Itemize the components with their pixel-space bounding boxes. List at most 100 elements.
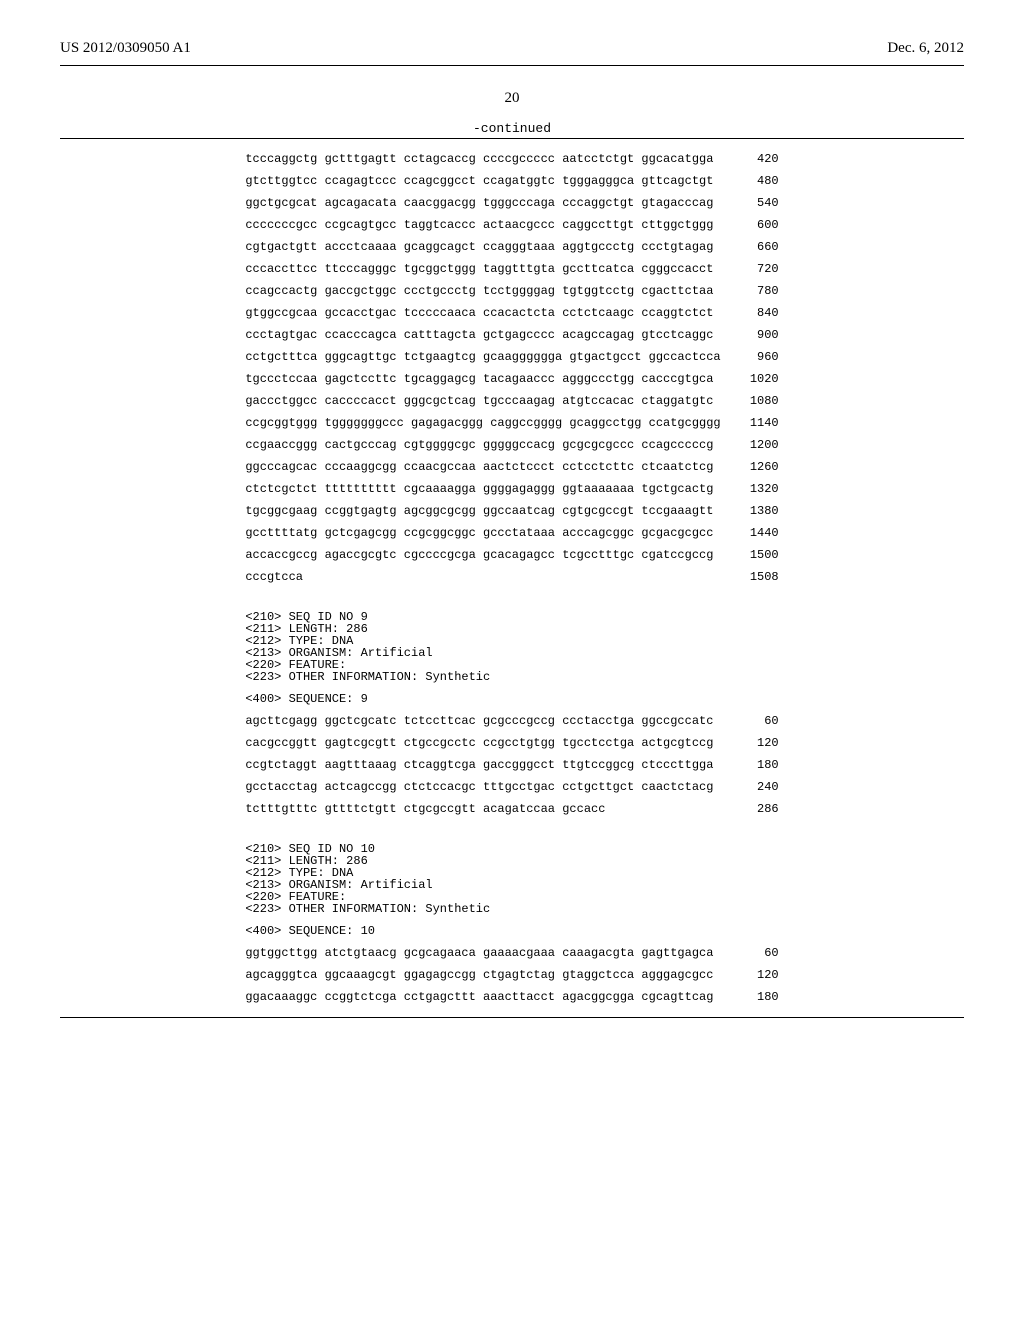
sequence-row: ccgaaccggg cactgcccag cgtggggcgc gggggcc…	[245, 439, 778, 451]
sequence-text: ccctagtgac ccacccagca catttagcta gctgagc…	[245, 329, 720, 341]
meta-line: <223> OTHER INFORMATION: Synthetic	[245, 903, 778, 915]
sequence-text: agcagggtca ggcaaagcgt ggagagccgg ctgagtc…	[245, 969, 720, 981]
page-header: US 2012/0309050 A1 Dec. 6, 2012	[60, 40, 964, 57]
sequence-row: tgccctccaa gagctccttc tgcaggagcg tacagaa…	[245, 373, 778, 385]
sequence-position: 1508	[721, 571, 779, 583]
sequence-row: ggctgcgcat agcagacata caacggacgg tgggccc…	[245, 197, 778, 209]
sequence-text: ggcccagcac cccaaggcgg ccaacgccaa aactctc…	[245, 461, 720, 473]
meta-line: <223> OTHER INFORMATION: Synthetic	[245, 671, 778, 683]
sequence-position: 540	[721, 197, 779, 209]
sequence-text: tctttgtttc gttttctgtt ctgcgccgtt acagatc…	[245, 803, 720, 815]
meta-line: <400> SEQUENCE: 10	[245, 925, 778, 937]
sequence-text: tcccaggctg gctttgagtt cctagcaccg ccccgcc…	[245, 153, 720, 165]
sequence-text: cccccccgcc ccgcagtgcc taggtcaccc actaacg…	[245, 219, 720, 231]
sequence-row: ctctcgctct tttttttttt cgcaaaagga ggggaga…	[245, 483, 778, 495]
sequence-text: ggacaaaggc ccggtctcga cctgagcttt aaactta…	[245, 991, 720, 1003]
sequence-row: cccaccttcc ttcccagggc tgcggctggg taggttt…	[245, 263, 778, 275]
sequence-text: gccttttatg gctcgagcgg ccgcggcggc gccctat…	[245, 527, 720, 539]
meta-text: <400> SEQUENCE: 9	[245, 693, 778, 705]
sequence-position: 480	[721, 175, 779, 187]
sequence-text: gaccctggcc caccccacct gggcgctcag tgcccaa…	[245, 395, 720, 407]
sequence-row: ggcccagcac cccaaggcgg ccaacgccaa aactctc…	[245, 461, 778, 473]
sequence-row: ggacaaaggc ccggtctcga cctgagcttt aaactta…	[245, 991, 778, 1003]
sequence-text: tgcggcgaag ccggtgagtg agcggcgcgg ggccaat…	[245, 505, 720, 517]
sequence-text: cccaccttcc ttcccagggc tgcggctggg taggttt…	[245, 263, 720, 275]
sequence-row: accaccgccg agaccgcgtc cgccccgcga gcacaga…	[245, 549, 778, 561]
sequence-row: gtggccgcaa gccacctgac tcccccaaca ccacact…	[245, 307, 778, 319]
sequence-text: ccgaaccggg cactgcccag cgtggggcgc gggggcc…	[245, 439, 720, 451]
sequence-row: gccttttatg gctcgagcgg ccgcggcggc gccctat…	[245, 527, 778, 539]
sequence-row: ccagccactg gaccgctggc ccctgccctg tcctggg…	[245, 285, 778, 297]
meta-text: <223> OTHER INFORMATION: Synthetic	[245, 903, 778, 915]
sequence-row: cctgctttca gggcagttgc tctgaagtcg gcaaggg…	[245, 351, 778, 363]
sequence-row: ccgtctaggt aagtttaaag ctcaggtcga gaccggg…	[245, 759, 778, 771]
sequence-text: cccgtcca	[245, 571, 720, 583]
sequence-position: 286	[721, 803, 779, 815]
sequence-row: gaccctggcc caccccacct gggcgctcag tgcccaa…	[245, 395, 778, 407]
sequence-position: 1500	[721, 549, 779, 561]
meta-text: <223> OTHER INFORMATION: Synthetic	[245, 671, 778, 683]
spacer-row	[245, 561, 778, 571]
sequence-position: 1380	[721, 505, 779, 517]
sequence-row: tctttgtttc gttttctgtt ctgcgccgtt acagatc…	[245, 803, 778, 815]
sequence-text: gtggccgcaa gccacctgac tcccccaaca ccacact…	[245, 307, 720, 319]
sequence-table: tcccaggctg gctttgagtt cctagcaccg ccccgcc…	[245, 153, 778, 1003]
sequence-text: ctctcgctct tttttttttt cgcaaaagga ggggaga…	[245, 483, 720, 495]
sequence-position: 420	[721, 153, 779, 165]
sequence-text: accaccgccg agaccgcgtc cgccccgcga gcacaga…	[245, 549, 720, 561]
sequence-text: cgtgactgtt accctcaaaa gcaggcagct ccagggt…	[245, 241, 720, 253]
meta-text: <400> SEQUENCE: 10	[245, 925, 778, 937]
sequence-text: agcttcgagg ggctcgcatc tctccttcac gcgcccg…	[245, 715, 720, 727]
sequence-position: 660	[721, 241, 779, 253]
sequence-row: agcagggtca ggcaaagcgt ggagagccgg ctgagtc…	[245, 969, 778, 981]
sequence-position: 1140	[721, 417, 779, 429]
sequence-position: 1020	[721, 373, 779, 385]
sequence-position: 120	[721, 969, 779, 981]
sequence-text: cacgccggtt gagtcgcgtt ctgccgcctc ccgcctg…	[245, 737, 720, 749]
spacer-row	[245, 583, 778, 601]
sequence-listing-block: tcccaggctg gctttgagtt cctagcaccg ccccgcc…	[60, 138, 964, 1018]
page-number: 20	[60, 90, 964, 107]
sequence-position: 1440	[721, 527, 779, 539]
sequence-position: 900	[721, 329, 779, 341]
continued-label: -continued	[60, 121, 964, 136]
sequence-position: 960	[721, 351, 779, 363]
meta-line: <400> SEQUENCE: 9	[245, 693, 778, 705]
sequence-row: gcctacctag actcagccgg ctctccacgc tttgcct…	[245, 781, 778, 793]
sequence-row: tgcggcgaag ccggtgagtg agcggcgcgg ggccaat…	[245, 505, 778, 517]
sequence-position: 780	[721, 285, 779, 297]
sequence-row: cgtgactgtt accctcaaaa gcaggcagct ccagggt…	[245, 241, 778, 253]
sequence-text: gtcttggtcc ccagagtccc ccagcggcct ccagatg…	[245, 175, 720, 187]
sequence-row: cccgtcca1508	[245, 571, 778, 583]
sequence-row: cccccccgcc ccgcagtgcc taggtcaccc actaacg…	[245, 219, 778, 231]
pub-number: US 2012/0309050 A1	[60, 40, 191, 57]
sequence-position: 60	[721, 947, 779, 959]
sequence-row: agcttcgagg ggctcgcatc tctccttcac gcgcccg…	[245, 715, 778, 727]
sequence-text: ggctgcgcat agcagacata caacggacgg tgggccc…	[245, 197, 720, 209]
sequence-text: ggtggcttgg atctgtaacg gcgcagaaca gaaaacg…	[245, 947, 720, 959]
header-rule	[60, 65, 964, 66]
sequence-text: ccagccactg gaccgctggc ccctgccctg tcctggg…	[245, 285, 720, 297]
sequence-text: ccgtctaggt aagtttaaag ctcaggtcga gaccggg…	[245, 759, 720, 771]
sequence-position: 1080	[721, 395, 779, 407]
sequence-row: gtcttggtcc ccagagtccc ccagcggcct ccagatg…	[245, 175, 778, 187]
sequence-position: 240	[721, 781, 779, 793]
sequence-position: 180	[721, 991, 779, 1003]
sequence-row: ggtggcttgg atctgtaacg gcgcagaaca gaaaacg…	[245, 947, 778, 959]
sequence-position: 120	[721, 737, 779, 749]
sequence-position: 840	[721, 307, 779, 319]
sequence-position: 720	[721, 263, 779, 275]
sequence-position: 60	[721, 715, 779, 727]
sequence-text: cctgctttca gggcagttgc tctgaagtcg gcaaggg…	[245, 351, 720, 363]
sequence-text: ccgcggtggg tgggggggccc gagagacggg caggcc…	[245, 417, 720, 429]
sequence-row: tcccaggctg gctttgagtt cctagcaccg ccccgcc…	[245, 153, 778, 165]
sequence-row: cacgccggtt gagtcgcgtt ctgccgcctc ccgcctg…	[245, 737, 778, 749]
sequence-text: gcctacctag actcagccgg ctctccacgc tttgcct…	[245, 781, 720, 793]
sequence-position: 1320	[721, 483, 779, 495]
spacer-row	[245, 815, 778, 833]
pub-date: Dec. 6, 2012	[887, 40, 964, 57]
sequence-row: ccctagtgac ccacccagca catttagcta gctgagc…	[245, 329, 778, 341]
sequence-text: tgccctccaa gagctccttc tgcaggagcg tacagaa…	[245, 373, 720, 385]
sequence-position: 600	[721, 219, 779, 231]
sequence-position: 180	[721, 759, 779, 771]
